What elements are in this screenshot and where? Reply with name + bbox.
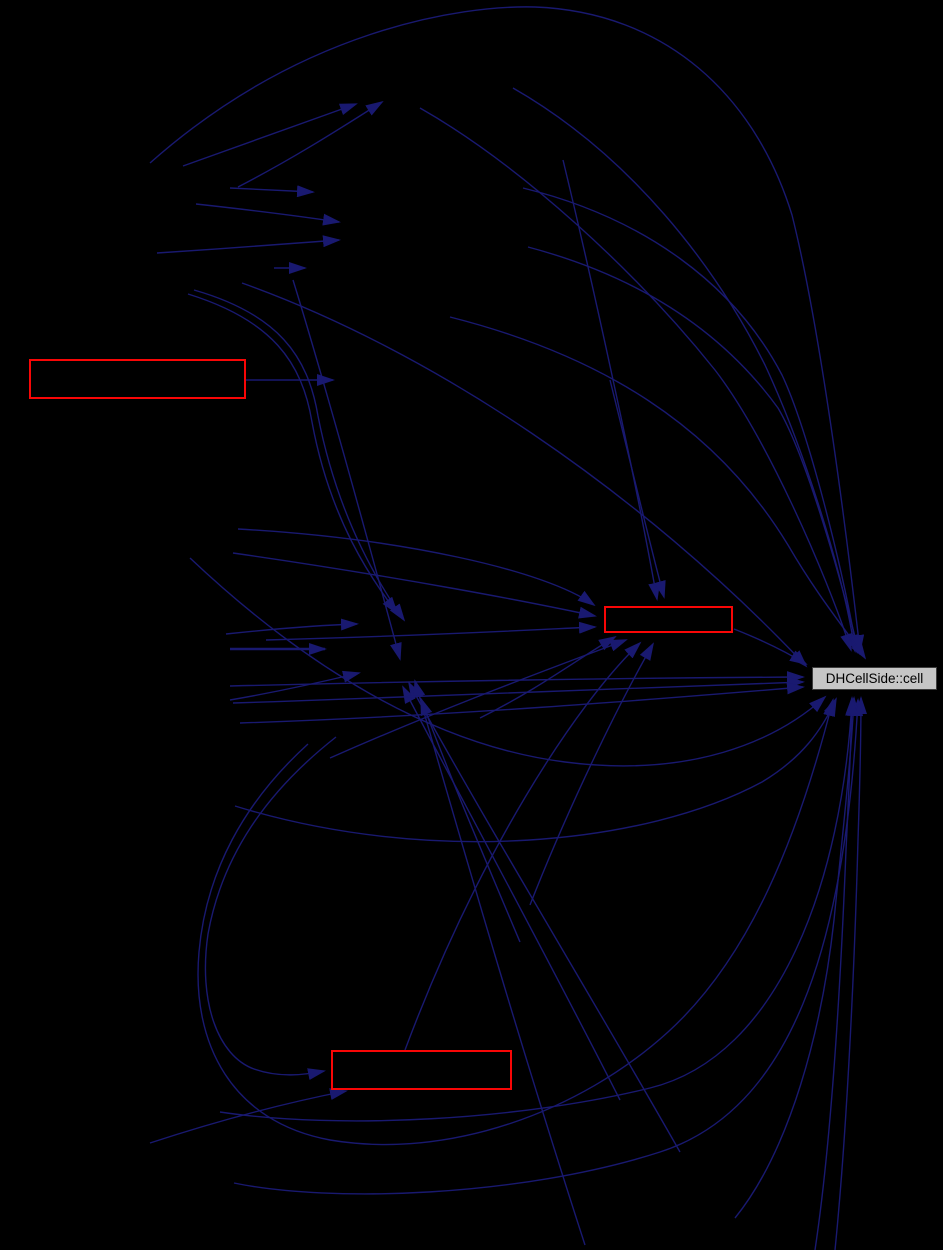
call-graph-edge [219,698,858,1122]
call-graph-edge [734,696,860,1219]
call-graph-edge [229,671,805,687]
call-graph-edge [225,618,359,635]
call-graph-edge [449,316,867,660]
call-graph-edge [413,679,586,1246]
call-graph-edge [232,676,805,704]
node-dhcellside-cell: DHCellSide::cell [812,667,937,690]
call-graph-edge [195,203,341,226]
call-graph-edge [229,185,315,198]
call-graph-edge [241,282,808,668]
call-graph-edge [408,681,681,1153]
call-graph-edge [237,528,596,607]
truncated-node-bottom[interactable] [331,1050,512,1090]
node-label: DHCellSide::cell [825,670,924,686]
call-graph-edge [329,639,628,759]
call-graph-edge [292,279,402,661]
truncated-node-middle[interactable] [604,606,733,633]
call-graph-edge [814,696,858,1250]
call-graph-edge [234,697,837,843]
call-graph-edge [197,698,835,1146]
call-graph-edge [239,682,805,724]
truncated-node-left[interactable] [29,359,246,399]
call-graph-edge [156,235,341,254]
call-graph-edge [733,628,808,666]
call-graph-edge [834,696,867,1250]
call-graph-edge [237,100,384,188]
call-graph-edge [149,1088,348,1144]
call-graph-edge [529,642,654,906]
call-graph-edge [419,107,852,652]
call-graph-edge [182,103,358,167]
call-graph-edge [420,697,521,943]
call-graph-edge [232,552,597,619]
call-graph-edge [609,379,666,599]
call-graph-edge [522,187,861,654]
call-graph-edge [189,557,827,767]
call-graph-edge [204,736,337,1081]
call-graph-edge [187,293,399,615]
call-graph-edge [562,159,661,601]
call-graph-edge [229,670,361,701]
call-graph-edge [479,635,617,719]
call-graph-edge [233,698,864,1195]
call-graph-edge [512,87,859,653]
call-graph-edge [404,641,642,1051]
call-graph-edge [149,6,865,653]
call-graph-edge [527,246,862,655]
call-graph-edge [265,621,597,641]
call-graph-edge [402,685,621,1101]
